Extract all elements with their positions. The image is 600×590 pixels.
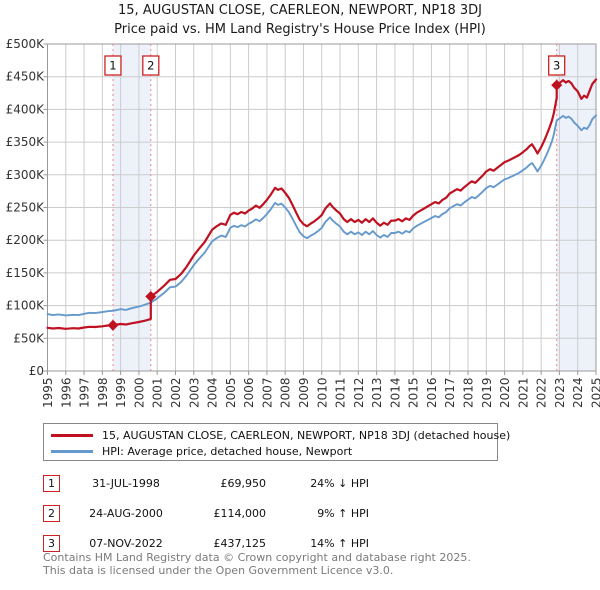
x-tick-label: 2011 xyxy=(334,378,348,409)
transaction-row: 2 24-AUG-2000 £114,000 9% ↑ HPI xyxy=(43,498,369,528)
x-tick-label: 1998 xyxy=(96,378,110,409)
y-tick-label: £300K xyxy=(6,168,46,182)
legend-label-price: 15, AUGUSTAN CLOSE, CAERLEON, NEWPORT, N… xyxy=(102,428,511,442)
sale-marker-number: 3 xyxy=(553,59,560,73)
footer-line-2: This data is licensed under the Open Gov… xyxy=(43,564,394,577)
transaction-price: £69,950 xyxy=(220,476,267,490)
x-tick-label: 2017 xyxy=(443,378,457,409)
legend-item-price: 15, AUGUSTAN CLOSE, CAERLEON, NEWPORT, N… xyxy=(44,427,510,443)
y-tick-label: £250K xyxy=(6,201,46,215)
x-tick-label: 1999 xyxy=(114,378,128,409)
x-tick-label: 2009 xyxy=(297,378,311,409)
transaction-date: 24-AUG-2000 xyxy=(89,506,163,520)
x-tick-label: 2001 xyxy=(151,378,165,409)
x-tick-label: 1997 xyxy=(78,378,92,409)
chart-title: 15, AUGUSTAN CLOSE, CAERLEON, NEWPORT, N… xyxy=(118,3,482,18)
sale-marker-box xyxy=(548,55,566,76)
x-tick-label: 2014 xyxy=(388,378,402,409)
transaction-number-badge: 3 xyxy=(43,534,60,552)
x-tick-label: 1996 xyxy=(59,378,73,409)
legend: 15, AUGUSTAN CLOSE, CAERLEON, NEWPORT, N… xyxy=(43,423,510,461)
x-tick-label: 2018 xyxy=(462,378,476,409)
x-tick-label: 2019 xyxy=(480,378,494,409)
y-tick-label: £400K xyxy=(6,102,46,116)
sale-marker-number: 1 xyxy=(109,59,116,73)
hpi-line xyxy=(46,114,597,317)
sale-marker-box xyxy=(142,55,160,76)
transaction-date: 07-NOV-2022 xyxy=(89,536,163,550)
price-chart: 1995 1996 1997 1998 1999 2000 2001 2002 2003 2004… xyxy=(6,37,600,409)
x-tick-label: 2007 xyxy=(260,378,274,409)
x-tick-label: 2015 xyxy=(407,378,421,409)
y-tick-label: £100K xyxy=(6,299,46,313)
legend-line-sample-price xyxy=(51,433,93,437)
legend-label-hpi: HPI: Average price, detached house, Newp… xyxy=(102,444,353,458)
sale-marker-box xyxy=(104,55,122,76)
x-tick-label: 2010 xyxy=(315,378,329,409)
transactions: 1 31-JUL-1998 £69,950 24% ↓ HPI 2 24-AUG-2000… xyxy=(43,468,373,560)
y-tick-label: £200K xyxy=(6,233,46,247)
chart-subtitle: Price paid vs. HM Land Registry's House … xyxy=(114,22,486,37)
x-tick-label: 2022 xyxy=(535,378,549,409)
y-tick-label: £0 xyxy=(29,364,44,378)
x-tick-label: 2003 xyxy=(187,378,201,409)
footer-line-1: Contains HM Land Registry data © Crown c… xyxy=(43,551,471,564)
sale-marker xyxy=(551,79,563,91)
transaction-number-badge: 1 xyxy=(43,474,60,492)
y-tick-label: £150K xyxy=(6,266,46,280)
x-tick-label: 2002 xyxy=(169,378,183,409)
x-tick-label: 2025 xyxy=(590,378,600,409)
transaction-row: 1 31-JUL-1998 £69,950 24% ↓ HPI xyxy=(43,468,369,498)
y-tick-label: £50K xyxy=(13,331,45,345)
transaction-hpi-delta: 14% ↑ HPI xyxy=(310,536,369,550)
plot-border xyxy=(47,43,597,372)
sale-marker-number: 2 xyxy=(147,59,154,73)
x-tick-label: 2024 xyxy=(571,378,585,409)
legend-item-hpi: HPI: Average price, detached house, Newp… xyxy=(44,443,497,459)
licence-footer: Contains HM Land Registry data © Crown c… xyxy=(43,551,583,577)
x-tick-label: 2006 xyxy=(242,378,256,409)
x-tick-label: 2020 xyxy=(498,378,512,409)
transaction-date: 31-JUL-1998 xyxy=(92,476,160,490)
x-tick-label: 2016 xyxy=(425,378,439,409)
price-paid-line xyxy=(46,78,598,330)
transaction-row: 3 07-NOV-2022 £437,125 14% ↑ HPI xyxy=(43,528,369,558)
y-tick-label: £450K xyxy=(6,70,46,84)
transaction-number-badge: 2 xyxy=(43,504,60,522)
x-tick-label: 1995 xyxy=(41,378,55,409)
x-tick-label: 2004 xyxy=(206,378,220,409)
x-tick-label: 2005 xyxy=(224,378,238,409)
legend-line-sample-hpi xyxy=(51,449,93,453)
transaction-price: £437,125 xyxy=(213,536,267,550)
x-tick-label: 2023 xyxy=(553,378,567,409)
x-tick-label: 2021 xyxy=(516,378,530,409)
transaction-price: £114,000 xyxy=(213,506,267,520)
transaction-hpi-delta: 24% ↓ HPI xyxy=(310,476,369,490)
transaction-hpi-delta: 9% ↑ HPI xyxy=(317,506,369,520)
sale-marker xyxy=(107,319,119,331)
x-tick-label: 2013 xyxy=(370,378,384,409)
x-tick-label: 2008 xyxy=(279,378,293,409)
x-tick-label: 2012 xyxy=(352,378,366,409)
y-tick-label: £350K xyxy=(6,135,46,149)
sale-marker xyxy=(145,290,157,302)
y-tick-label: £500K xyxy=(6,37,46,51)
x-tick-label: 2000 xyxy=(132,378,146,409)
